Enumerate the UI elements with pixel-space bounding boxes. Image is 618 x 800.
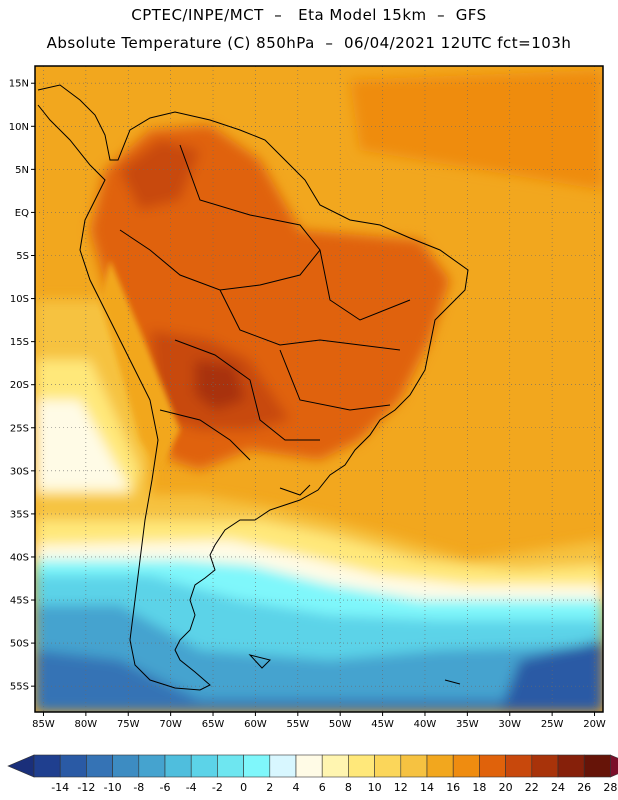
colorbar-label: 20	[499, 781, 513, 794]
lon-tick-label: 20W	[583, 719, 606, 730]
colorbar-swatch	[374, 754, 402, 778]
lat-tick-label: 10S	[10, 294, 29, 305]
chart-title: CPTEC/INPE/MCT – Eta Model 15km – GFS	[131, 6, 487, 24]
colorbar-label: 12	[394, 781, 408, 794]
lat-tick-label: 15S	[10, 337, 29, 348]
colorbar-label: -4	[186, 781, 197, 794]
colorbar-swatch	[33, 754, 61, 778]
colorbar-swatch	[59, 754, 87, 778]
colorbar-swatch	[269, 754, 297, 778]
colorbar-low-arrow	[7, 754, 35, 778]
colorbar-high-arrow	[610, 754, 618, 778]
colorbar-swatch	[557, 754, 585, 778]
chart-subtitle: Absolute Temperature (C) 850hPa – 06/04/…	[46, 34, 572, 52]
colorbar-label: 16	[446, 781, 460, 794]
colorbar-swatch	[295, 754, 323, 778]
colorbar-label: 26	[577, 781, 591, 794]
lon-tick-label: 55W	[286, 719, 309, 730]
colorbar-label: -14	[51, 781, 69, 794]
colorbar-swatch	[164, 754, 192, 778]
colorbar-swatch	[86, 754, 113, 778]
colorbar-label: 0	[240, 781, 247, 794]
colorbar-label: 8	[345, 781, 352, 794]
colorbar-swatch	[348, 754, 375, 778]
lat-tick-label: 45S	[10, 596, 29, 607]
lon-tick-label: 50W	[329, 719, 352, 730]
colorbar-label: -6	[160, 781, 171, 794]
lat-tick-label: 5N	[15, 165, 29, 176]
colorbar-label: 10	[368, 781, 382, 794]
colorbar-label: 22	[525, 781, 539, 794]
lon-tick-label: 75W	[117, 719, 140, 730]
lon-tick-label: 45W	[371, 719, 394, 730]
colorbar-swatch	[479, 754, 506, 778]
lon-tick-label: 35W	[456, 719, 479, 730]
colorbar-label: -10	[104, 781, 122, 794]
colorbar-label: -12	[77, 781, 95, 794]
map-frame	[34, 65, 604, 713]
colorbar-label: -8	[133, 781, 144, 794]
temperature-field	[35, 66, 603, 712]
lon-tick-label: 70W	[159, 719, 182, 730]
colorbar-swatch	[112, 754, 140, 778]
colorbar-swatch	[531, 754, 559, 778]
colorbar-swatch	[138, 754, 166, 778]
lat-tick-label: 55S	[10, 682, 29, 693]
colorbar-label: 4	[293, 781, 300, 794]
lon-tick-label: 25W	[541, 719, 564, 730]
lon-tick-label: 60W	[244, 719, 267, 730]
lat-tick-label: 40S	[10, 552, 29, 563]
colorbar-swatch	[583, 754, 611, 778]
lat-tick-label: 15N	[9, 79, 29, 90]
colorbar-label: 28	[603, 781, 617, 794]
colorbar: -14 -12 -10 -8 -6 -4 -2 0 2 4 6 8 10 12 14 16 18 20 22 24 26…	[7, 754, 618, 794]
lat-tick-label: EQ	[15, 208, 29, 219]
coastline-borders	[37, 84, 469, 691]
colorbar-label: 2	[266, 781, 273, 794]
lat-lon-grid	[35, 66, 603, 712]
colorbar-swatch	[217, 754, 244, 778]
colorbar-swatch	[400, 754, 428, 778]
lat-tick-label: 50S	[10, 639, 29, 650]
colorbar-label: 6	[319, 781, 326, 794]
colorbar-label: 14	[420, 781, 434, 794]
lon-tick-label: 40W	[414, 719, 437, 730]
lat-tick-label: 10N	[9, 122, 29, 133]
lon-tick-label: 30W	[498, 719, 521, 730]
lat-tick-label: 25S	[10, 423, 29, 434]
lat-tick-label: 20S	[10, 380, 29, 391]
lat-tick-label: 5S	[16, 251, 29, 262]
lon-tick-label: 85W	[32, 719, 55, 730]
colorbar-swatch	[243, 754, 271, 778]
colorbar-label: 18	[472, 781, 486, 794]
lat-tick-label: 35S	[10, 509, 29, 520]
colorbar-label: -2	[212, 781, 223, 794]
colorbar-swatch	[452, 754, 480, 778]
colorbar-label: 24	[551, 781, 565, 794]
colorbar-swatch	[190, 754, 218, 778]
lon-tick-label: 80W	[75, 719, 98, 730]
lon-tick-label: 65W	[202, 719, 225, 730]
colorbar-swatch	[321, 754, 349, 778]
lat-tick-label: 30S	[10, 466, 29, 477]
colorbar-swatch	[505, 754, 533, 778]
colorbar-swatch	[426, 754, 454, 778]
